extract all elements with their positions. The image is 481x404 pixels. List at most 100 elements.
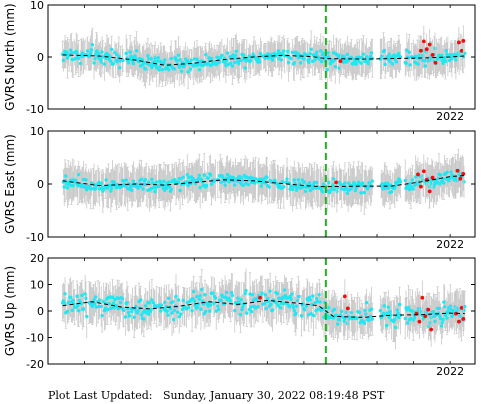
data-point (332, 187, 337, 192)
data-point (276, 304, 280, 308)
data-point (249, 309, 254, 314)
y-tick-label: 20 (30, 252, 44, 265)
data-point (448, 304, 452, 308)
red-points (258, 279, 466, 347)
data-point (331, 183, 335, 187)
data-point (197, 173, 202, 178)
data-point (419, 174, 424, 178)
data-point (329, 187, 333, 192)
data-point (68, 295, 73, 300)
data-point (370, 317, 374, 321)
data-point (364, 312, 368, 316)
data-point (257, 60, 262, 64)
y-tick-label: 10 (30, 279, 44, 292)
data-point (124, 178, 128, 182)
data-point (75, 294, 79, 298)
data-point (398, 180, 403, 184)
data-point (282, 301, 286, 306)
data-point (283, 293, 288, 298)
data-point (164, 304, 169, 309)
data-point (303, 308, 307, 312)
data-point (92, 298, 96, 302)
data-point (181, 175, 185, 180)
data-point (454, 58, 458, 62)
data-point (441, 318, 445, 322)
data-point (408, 181, 412, 186)
data-point (88, 184, 92, 188)
data-point (71, 298, 75, 303)
data-point (143, 304, 148, 308)
data-point (62, 185, 66, 189)
red-point (338, 59, 343, 64)
data-point (379, 57, 383, 61)
data-point (260, 291, 264, 295)
data-point (139, 313, 144, 317)
data-point (95, 49, 99, 53)
data-point (176, 180, 181, 184)
data-point (233, 183, 237, 187)
data-point (278, 306, 283, 310)
data-point (370, 179, 374, 183)
data-point (266, 296, 270, 301)
data-point (165, 309, 169, 314)
data-point (359, 61, 363, 65)
data-points (60, 287, 467, 330)
data-point (313, 58, 317, 62)
data-point (127, 314, 132, 318)
data-point (224, 290, 229, 295)
data-point (250, 292, 255, 297)
data-point (345, 52, 350, 57)
data-point (299, 314, 304, 318)
data-point (229, 290, 234, 295)
data-point (120, 184, 124, 189)
data-point (114, 304, 119, 308)
data-point (177, 314, 181, 319)
data-point (233, 53, 238, 58)
data-point (202, 173, 206, 177)
data-point (233, 60, 237, 65)
data-point (297, 294, 301, 299)
data-point (206, 176, 210, 180)
data-point (83, 292, 87, 296)
data-point (167, 296, 171, 300)
data-point (315, 180, 319, 185)
data-point (241, 178, 245, 183)
data-point (303, 189, 308, 193)
data-point (108, 55, 112, 59)
data-point (77, 172, 81, 177)
data-point (232, 56, 236, 61)
data-point (285, 177, 289, 181)
data-point (104, 56, 108, 61)
data-point (123, 315, 128, 319)
data-point (387, 315, 391, 320)
data-point (296, 178, 300, 182)
data-point (148, 63, 152, 67)
data-point (443, 59, 448, 63)
y-tick-label: 0 (37, 51, 44, 64)
data-point (202, 312, 206, 316)
data-point (445, 316, 449, 320)
data-point (290, 187, 295, 192)
data-point (102, 62, 107, 66)
data-point (331, 177, 336, 181)
data-point (153, 56, 157, 60)
data-point (298, 181, 302, 186)
data-point (386, 305, 391, 309)
data-point (349, 310, 354, 315)
data-point (85, 49, 90, 53)
data-point (149, 57, 153, 61)
data-point (85, 188, 89, 192)
data-point (369, 307, 374, 311)
data-point (109, 186, 114, 190)
data-point (209, 182, 214, 187)
data-point (311, 59, 315, 64)
data-point (192, 289, 196, 294)
data-point (360, 181, 365, 185)
data-point (307, 57, 312, 61)
data-point (394, 60, 399, 64)
data-point (429, 181, 433, 186)
data-point (167, 180, 171, 184)
data-point (319, 59, 324, 64)
data-point (155, 59, 160, 63)
data-point (442, 55, 447, 60)
